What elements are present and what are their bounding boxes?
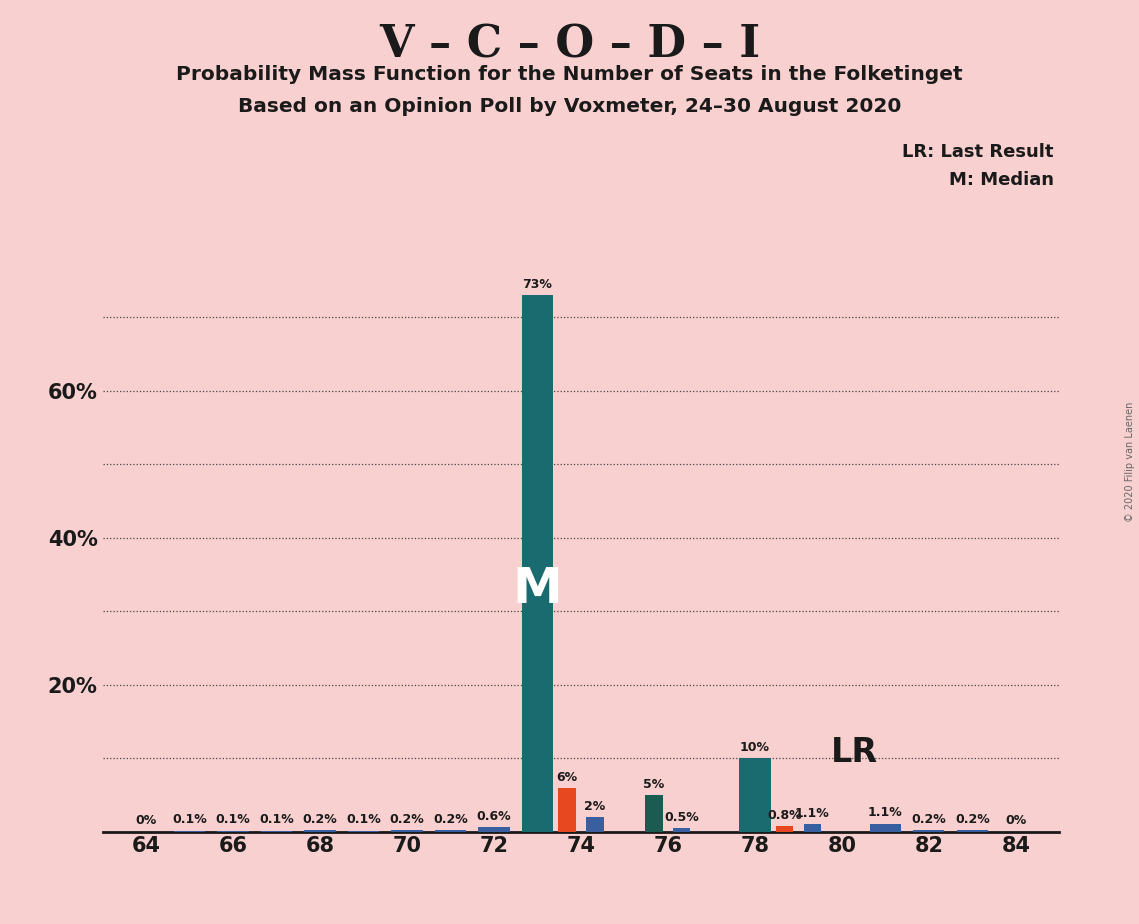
Text: 1.1%: 1.1% — [795, 807, 829, 820]
Text: M: M — [513, 565, 563, 614]
Bar — [478, 827, 509, 832]
Bar — [435, 830, 466, 832]
Text: © 2020 Filip van Laenen: © 2020 Filip van Laenen — [1125, 402, 1134, 522]
Text: 0.5%: 0.5% — [664, 811, 699, 824]
Text: 0.8%: 0.8% — [767, 809, 802, 822]
Bar — [776, 826, 793, 832]
Text: M: Median: M: Median — [949, 171, 1054, 188]
Text: 6%: 6% — [557, 771, 577, 784]
Bar — [587, 817, 604, 832]
Text: 0.6%: 0.6% — [476, 809, 511, 822]
Bar — [558, 787, 575, 832]
Text: LR: LR — [831, 736, 878, 769]
Bar — [522, 296, 554, 832]
Text: 0.1%: 0.1% — [346, 813, 380, 826]
Bar — [957, 830, 988, 832]
Text: 0.2%: 0.2% — [303, 813, 337, 826]
Text: V – C – O – D – I: V – C – O – D – I — [379, 23, 760, 67]
Bar — [304, 830, 336, 832]
Text: 73%: 73% — [523, 278, 552, 291]
Text: 10%: 10% — [740, 741, 770, 754]
Text: 1.1%: 1.1% — [868, 806, 903, 819]
Text: 2%: 2% — [584, 800, 606, 813]
Bar — [646, 795, 663, 832]
Text: 0.2%: 0.2% — [390, 813, 425, 826]
Bar — [870, 823, 901, 832]
Text: 0.2%: 0.2% — [911, 813, 947, 826]
Text: 0.2%: 0.2% — [954, 813, 990, 826]
Text: 0.1%: 0.1% — [259, 813, 294, 826]
Text: Based on an Opinion Poll by Voxmeter, 24–30 August 2020: Based on an Opinion Poll by Voxmeter, 24… — [238, 97, 901, 116]
Bar — [673, 828, 690, 832]
Text: 0.1%: 0.1% — [215, 813, 251, 826]
Bar — [913, 830, 944, 832]
Text: 0.2%: 0.2% — [433, 813, 468, 826]
Bar — [739, 759, 770, 832]
Bar — [803, 823, 821, 832]
Text: LR: Last Result: LR: Last Result — [902, 143, 1054, 161]
Bar — [392, 830, 423, 832]
Text: 0%: 0% — [1005, 814, 1026, 827]
Text: 0%: 0% — [136, 814, 157, 827]
Text: Probability Mass Function for the Number of Seats in the Folketinget: Probability Mass Function for the Number… — [177, 65, 962, 84]
Text: 5%: 5% — [644, 778, 664, 791]
Text: 0.1%: 0.1% — [172, 813, 207, 826]
